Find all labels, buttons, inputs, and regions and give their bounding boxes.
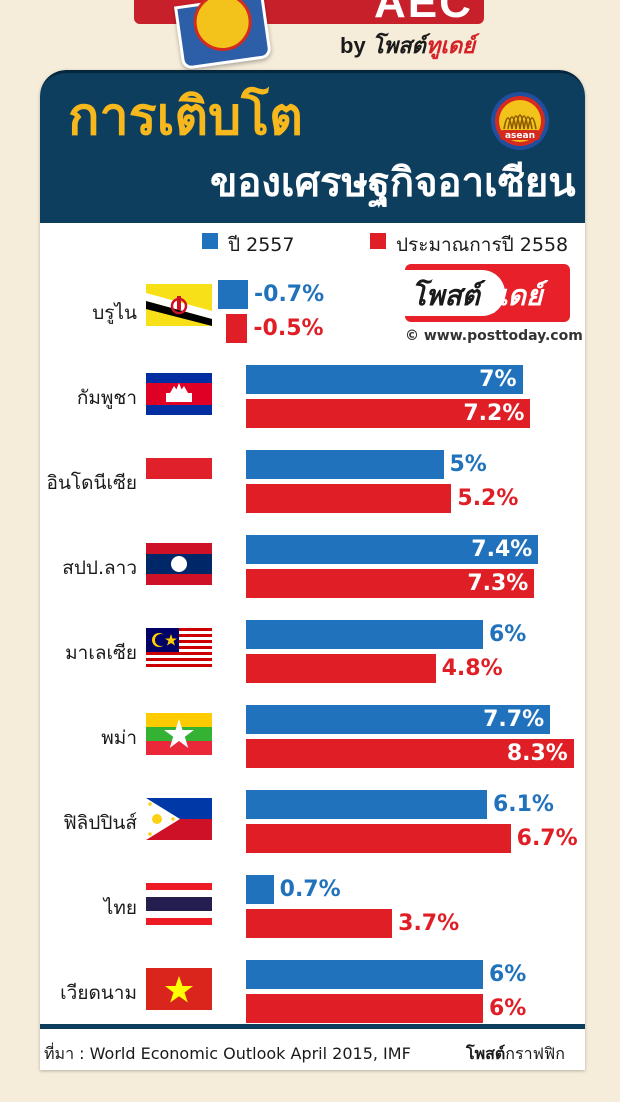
legend-swatch-blue: [202, 233, 218, 249]
country-label: สปป.ลาว: [62, 557, 137, 579]
bar-2557: [246, 875, 274, 904]
bar-2557: [246, 705, 551, 734]
country-label: อินโดนีเซีย: [46, 472, 137, 494]
byline-by: by: [340, 33, 366, 58]
bar-value-label: 8.3%: [506, 741, 568, 766]
legend-label-2558: ประมาณการปี 2558: [396, 234, 569, 256]
chart-row: เวียดนาม 6% 6%: [40, 954, 585, 1040]
posttoday-brand-b: ทูเดย์: [479, 281, 543, 312]
banner-badge-text: AEC: [374, 0, 473, 24]
bar-2557: [246, 620, 483, 649]
footer-credit-rest: กราฟฟิก: [505, 1044, 565, 1063]
cambodia-flag-icon: [146, 373, 212, 415]
bar-value-label: 6%: [489, 996, 527, 1021]
page-title: การเติบโต: [68, 88, 303, 146]
posttoday-brand-a: โพสต์: [411, 281, 480, 312]
byline-brand-a: โพสต์: [371, 33, 426, 58]
laos-flag-icon: [146, 543, 212, 585]
posttoday-logo: โพสต์ทูเดย์: [405, 264, 570, 322]
aec-app-icon: [173, 0, 273, 70]
bar-2558: [246, 739, 574, 768]
bar-value-label: 5.2%: [457, 486, 519, 511]
vietnam-flag-icon: [146, 968, 212, 1010]
bar-2558: [246, 654, 436, 683]
byline-brand: โพสต์ทูเดย์: [372, 33, 475, 58]
bar-value-label: 7.7%: [483, 707, 545, 732]
philippines-flag-icon: [146, 798, 212, 840]
bar-2557: [246, 960, 483, 989]
bar-value-label: 7.4%: [471, 537, 533, 562]
bar-value-label: 3.7%: [398, 911, 460, 936]
byline: by โพสต์ทูเดย์: [340, 28, 475, 63]
chart-row: กัมพูชา 7% 7.2%: [40, 359, 585, 445]
infographic-card: การเติบโต ของเศรษฐกิจอาเซียน asean ปี 25…: [40, 70, 585, 1070]
country-label: กัมพูชา: [76, 387, 137, 409]
thailand-flag-icon: [146, 883, 212, 925]
chart-row: ฟิลิปปินส์ 6.1% 6.7%: [40, 784, 585, 870]
indonesia-flag-icon: [146, 458, 212, 500]
malaysia-flag-icon: [146, 628, 212, 670]
bar-2558: [226, 314, 248, 343]
country-label: ฟิลิปปินส์: [63, 812, 137, 834]
bar-value-label: -0.5%: [253, 316, 324, 341]
byline-brand-b: ทูเดย์: [425, 33, 476, 58]
header: การเติบโต ของเศรษฐกิจอาเซียน asean: [40, 70, 585, 223]
footer-credit-bold: โพสต์: [466, 1044, 506, 1063]
country-label: พม่า: [101, 727, 137, 749]
country-label: เวียดนาม: [60, 982, 137, 1004]
posttoday-logo-pill: [405, 270, 505, 316]
bar-2558: [246, 399, 531, 428]
chart-row: บรูไน -0.7% -0.5%: [40, 274, 585, 360]
bar-value-label: 6%: [489, 962, 527, 987]
bar-2557: [246, 450, 444, 479]
bar-value-label: 5%: [449, 452, 487, 477]
posttoday-logo-text: โพสต์ทูเดย์: [411, 274, 542, 318]
chart-row: สปป.ลาว 7.4% 7.3%: [40, 529, 585, 615]
bar-2558: [246, 909, 393, 938]
bar-2558: [246, 569, 535, 598]
bar-value-label: 4.8%: [441, 656, 503, 681]
legend-swatch-red: [370, 233, 386, 249]
asean-logo-icon: asean: [491, 92, 549, 150]
chart-row: อินโดนีเซีย 5% 5.2%: [40, 444, 585, 530]
bar-2558: [246, 824, 511, 853]
bar-value-label: 6.1%: [492, 792, 554, 817]
bar-value-label: -0.7%: [254, 282, 325, 307]
legend-label-2557: ปี 2557: [228, 234, 295, 256]
bar-2557: [246, 535, 539, 564]
page-subtitle: ของเศรษฐกิจอาเซียน: [210, 161, 576, 205]
myanmar-flag-icon: [146, 713, 212, 755]
asean-logo-text: asean: [505, 131, 535, 141]
bar-2558: [246, 484, 452, 513]
bar-2558: [246, 994, 483, 1023]
brunei-flag-icon: [146, 284, 212, 326]
bar-2557: [246, 365, 523, 394]
bar-2557: [218, 280, 248, 309]
posttoday-url: © www.posttoday.com: [405, 328, 583, 344]
bar-value-label: 6.7%: [516, 826, 578, 851]
asean-emblem-icon: [189, 0, 256, 55]
chart-row: พม่า 7.7% 8.3%: [40, 699, 585, 785]
bar-value-label: 7.2%: [463, 401, 525, 426]
footer-divider: [40, 1024, 585, 1029]
chart-row: ไทย 0.7% 3.7%: [40, 869, 585, 955]
country-label: มาเลเซีย: [65, 642, 137, 664]
bar-2557: [246, 790, 487, 819]
country-label: บรูไน: [92, 302, 137, 324]
bar-value-label: 6%: [489, 622, 527, 647]
chart-row: มาเลเซีย 6% 4.8%: [40, 614, 585, 700]
footer-credit: โพสต์กราฟฟิก: [466, 1042, 565, 1067]
bar-value-label: 0.7%: [279, 877, 341, 902]
bar-value-label: 7%: [479, 367, 517, 392]
footer-source: ที่มา : World Economic Outlook April 201…: [44, 1044, 411, 1063]
bar-value-label: 7.3%: [467, 571, 529, 596]
country-label: ไทย: [103, 897, 137, 919]
